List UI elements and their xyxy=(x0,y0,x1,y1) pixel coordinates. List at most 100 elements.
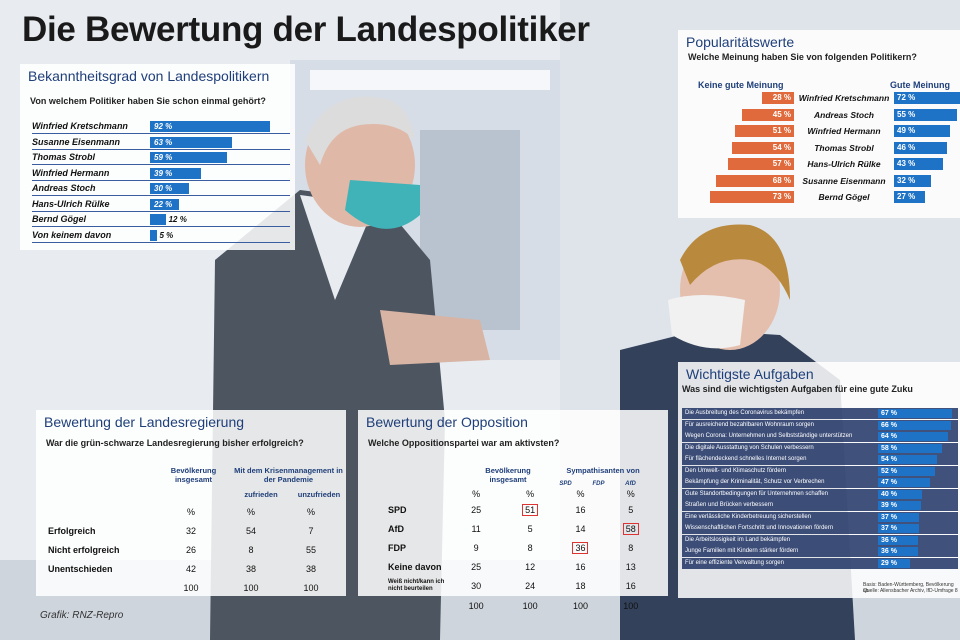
awareness-bar: 59 % xyxy=(150,152,227,163)
awareness-value-label: 12 % xyxy=(168,215,187,224)
popularity-negative-bar: 68 % xyxy=(715,174,794,187)
government-question: War die grün-schwarze Landesregierung bi… xyxy=(46,438,304,448)
awareness-label: Bernd Gögel xyxy=(32,214,87,224)
table-row: Unentschieden 42 38 38 xyxy=(46,559,341,578)
opposition-col-header-2: Sympathisanten von xyxy=(566,466,640,475)
table-cell: 55 xyxy=(305,544,316,555)
tasks-row: Für ausreichend bezahlbaren Wohnraum sor… xyxy=(682,419,958,431)
opposition-title: Bewertung der Opposition xyxy=(366,414,528,430)
table-cell: 9 xyxy=(473,542,479,553)
tasks-bar: 64 % xyxy=(878,432,949,441)
table-cell: 5 xyxy=(628,504,634,515)
tasks-bar: 66 % xyxy=(878,420,951,430)
popularity-label: Hans-Ulrich Rülke xyxy=(807,159,881,169)
awareness-label: Hans-Ulrich Rülke xyxy=(32,198,110,209)
tasks-row: Für flächendeckend schnelles Internet so… xyxy=(682,454,958,465)
awareness-row: Thomas Strobl 59 % xyxy=(32,151,290,165)
awareness-label: Susanne Eisenmann xyxy=(32,136,121,147)
awareness-row: Susanne Eisenmann 63 % xyxy=(32,136,290,150)
awareness-bar: 63 % xyxy=(150,136,232,148)
tasks-bar: 67 % xyxy=(878,409,952,418)
tasks-row: Wissenschaftlichen Fortschritt und Innov… xyxy=(682,523,958,534)
table-cell: 38 xyxy=(245,563,256,574)
government-col-header-1: Bevölkerung insgesamt xyxy=(170,466,217,484)
table-cell: 42 xyxy=(185,563,196,574)
opposition-col-header-1: Bevölkerung insgesamt xyxy=(485,466,531,484)
awareness-title: Bekanntheitsgrad von Landespolitikern xyxy=(28,68,270,84)
tasks-bar: 54 % xyxy=(878,455,938,464)
row-label: Unentschieden xyxy=(48,563,113,574)
tasks-label: Die Arbeitslosigkeit im Land bekämpfen xyxy=(685,536,791,543)
table-cell: 18 xyxy=(575,581,586,591)
table-cell: % xyxy=(306,506,315,517)
highlighted-cell: 51 xyxy=(522,503,539,516)
popularity-title: Popularitätswerte xyxy=(686,34,795,50)
tasks-label: Straßen und Brücken verbessern xyxy=(685,502,774,508)
popularity-label: Bernd Gögel xyxy=(818,192,870,202)
tasks-label: Wissenschaftlichen Fortschritt und Innov… xyxy=(685,525,834,531)
highlighted-cell: 36 xyxy=(572,541,589,554)
opposition-table: %%%% SPD 25 51 16 5 AfD 11 5 14 58 FDP 9 8 36 8 Kein… xyxy=(386,488,656,615)
graphic-credit: Grafik: RNZ-Repro xyxy=(40,610,124,621)
row-label: AfD xyxy=(388,523,404,534)
popularity-positive-bar: 43 % xyxy=(894,158,944,170)
popularity-label: Winfried Hermann xyxy=(807,126,881,136)
table-cell: % xyxy=(246,506,255,517)
awareness-bar: 39 % xyxy=(150,167,201,179)
tasks-label: Die digitale Ausstattung von Schulen ver… xyxy=(685,444,814,451)
tasks-row: Gute Standortbedingungen für Unternehmen… xyxy=(682,488,958,500)
tasks-bar: 52 % xyxy=(878,466,936,476)
tasks-bar: 39 % xyxy=(878,501,921,510)
awareness-label: Thomas Strobl xyxy=(32,152,96,162)
popularity-positive-bar: 32 % xyxy=(894,174,931,187)
table-cell: 8 xyxy=(527,542,533,553)
popularity-question: Welche Meinung haben Sie von folgenden P… xyxy=(688,52,917,62)
popularity-positive-bar: 49 % xyxy=(894,125,951,137)
awareness-row: Winfried Kretschmann 92 % xyxy=(32,120,290,134)
tasks-bar: 36 % xyxy=(878,535,918,545)
awareness-label: Andreas Stoch xyxy=(32,183,96,193)
table-cell: % xyxy=(576,489,585,499)
opposition-sub-header-1: SPD xyxy=(559,481,572,487)
tasks-question: Was sind die wichtigsten Aufgaben für ei… xyxy=(682,384,913,394)
table-cell: 7 xyxy=(308,525,314,536)
table-cell: 100 xyxy=(183,582,199,593)
awareness-label: Winfried Kretschmann xyxy=(32,121,128,131)
tasks-panel: Wichtigste Aufgaben Was sind die wichtig… xyxy=(678,362,960,598)
government-title: Bewertung der Landesregierung xyxy=(44,414,245,430)
row-label: Keine davon xyxy=(388,561,442,572)
popularity-negative-bar: 28 % xyxy=(761,92,794,104)
tasks-label: Wegen Corona: Unternehmen und Selbststän… xyxy=(685,433,853,439)
popularity-label: Susanne Eisenmann xyxy=(802,175,886,186)
table-cell: 24 xyxy=(525,581,536,591)
tasks-source: Basis: Baden-Württemberg, Bevölkerung ab xyxy=(863,582,954,594)
row-label: SPD xyxy=(388,504,407,515)
popularity-label: Thomas Strobl xyxy=(814,142,874,153)
awareness-label: Von keinem davon xyxy=(32,229,112,240)
tasks-bar: 36 % xyxy=(878,547,918,556)
table-cell: 12 xyxy=(525,561,536,572)
opposition-sub-header-2: FDP xyxy=(592,481,605,487)
woman-mask xyxy=(668,295,745,349)
popularity-left-header: Keine gute Meinung xyxy=(698,80,784,90)
tasks-label: Den Umwelt- und Klimaschutz fördern xyxy=(685,467,787,474)
tasks-row: Junge Familien mit Kindern stärker förde… xyxy=(682,546,958,557)
table-cell: % xyxy=(186,506,195,517)
tasks-label: Junge Familien mit Kindern stärker förde… xyxy=(685,548,799,554)
popularity-negative-bar: 73 % xyxy=(710,191,794,203)
table-cell: 14 xyxy=(575,523,586,534)
table-row: FDP 9 8 36 8 xyxy=(386,538,656,557)
tasks-label: Bekämpfung der Kriminalität, Schutz vor … xyxy=(685,479,825,485)
tasks-label: Die Ausbreitung des Coronavirus bekämpfe… xyxy=(685,410,805,416)
table-cell: 32 xyxy=(185,525,196,536)
popularity-positive-bar: 72 % xyxy=(894,92,960,104)
table-cell: 5 xyxy=(527,523,533,534)
government-sub-header-2: unzufrieden xyxy=(297,490,341,499)
table-cell: 30 xyxy=(471,581,482,591)
tasks-title: Wichtigste Aufgaben xyxy=(686,366,814,382)
tasks-row: Den Umwelt- und Klimaschutz fördern 52 % xyxy=(682,465,958,477)
table-cell: 16 xyxy=(575,504,586,515)
popularity-negative-bar: 54 % xyxy=(731,141,794,154)
tasks-row: Wegen Corona: Unternehmen und Selbststän… xyxy=(682,431,958,442)
table-row: Nicht erfolgreich 26 8 55 xyxy=(46,540,341,559)
